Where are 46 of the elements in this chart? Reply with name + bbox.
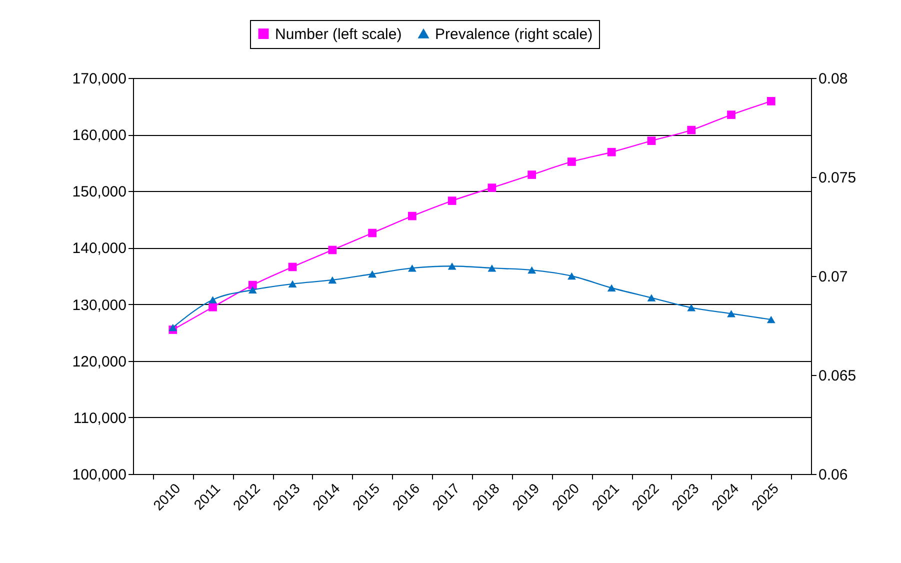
point (607, 148, 616, 156)
point (568, 158, 576, 166)
point (248, 286, 257, 294)
y-tick-label: 140,000 (72, 240, 126, 258)
point (328, 246, 337, 254)
legend-label: Prevalence (right scale) (435, 26, 593, 43)
point (687, 126, 696, 134)
point (208, 296, 217, 304)
point (448, 262, 456, 270)
point (368, 270, 376, 278)
point (248, 280, 257, 290)
y2-tick-label: 0.06 (818, 466, 848, 484)
point (647, 294, 656, 302)
point (528, 266, 536, 274)
y-tick-label: 150,000 (72, 184, 126, 201)
point (288, 262, 297, 272)
point (766, 97, 776, 106)
y2-tick-label: 0.075 (818, 170, 856, 186)
y-tick-label: 130,000 (72, 296, 126, 314)
point (687, 304, 696, 312)
y-tick-label: 100,000 (72, 466, 126, 484)
point (727, 310, 736, 318)
y2-tick-label: 0.065 (818, 368, 856, 384)
point (168, 324, 178, 332)
point (607, 284, 616, 292)
y-tick-label: 170,000 (72, 70, 126, 88)
y-tick-label: 110,000 (73, 410, 126, 427)
y2-tick-label: 0.08 (818, 70, 848, 88)
point (328, 276, 337, 284)
point (488, 184, 496, 192)
point (488, 264, 496, 272)
point (408, 264, 416, 272)
y-tick-label: 120,000 (72, 353, 126, 370)
legend-label: Number (left scale) (275, 26, 402, 43)
point (568, 272, 576, 280)
point (528, 170, 536, 179)
point (408, 212, 416, 220)
point (448, 196, 456, 205)
point (208, 302, 217, 312)
point (368, 228, 376, 238)
point (727, 110, 736, 119)
point (647, 136, 656, 145)
point (766, 316, 776, 324)
point (288, 280, 297, 288)
y-tick-label: 160,000 (72, 127, 126, 144)
y2-tick-label: 0.07 (818, 268, 848, 286)
